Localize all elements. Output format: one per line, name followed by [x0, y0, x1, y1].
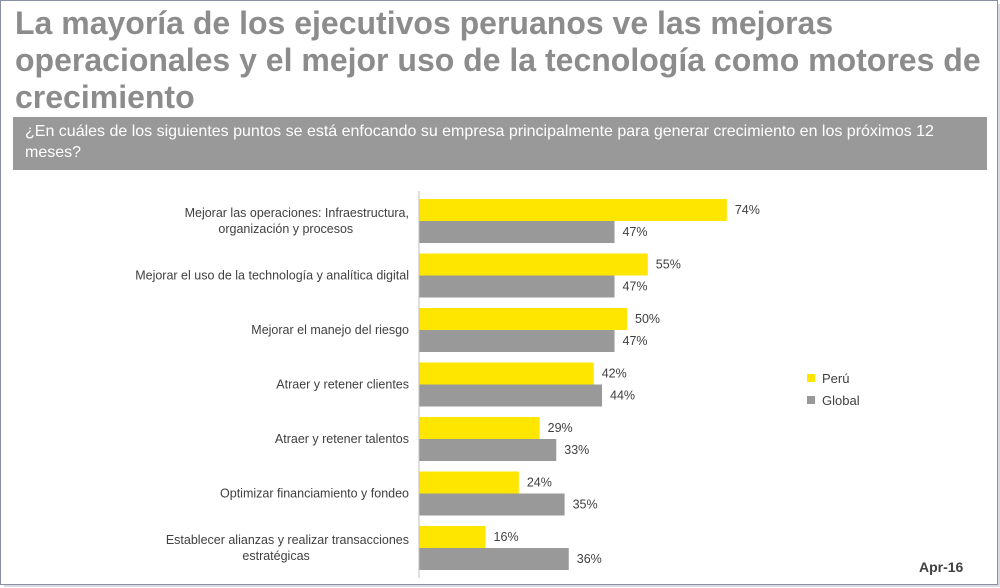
- value-label-global-0: 47%: [623, 225, 648, 239]
- legend-item-global: Global: [807, 389, 860, 411]
- bar-peru-6: [419, 526, 486, 548]
- bar-global-1: [419, 275, 615, 298]
- bar-peru-5: [419, 471, 519, 494]
- value-label-peru-4: 29%: [548, 421, 573, 435]
- bars-layer: [419, 199, 727, 570]
- category-label-6: Establecer alianzas y realizar transacci…: [166, 533, 409, 563]
- category-label-4: Atraer y retener talentos: [275, 432, 409, 446]
- category-label-0: Mejorar las operaciones: Infraestructura…: [185, 206, 409, 236]
- value-label-global-1: 47%: [623, 280, 648, 294]
- legend-swatch-global: [807, 396, 815, 404]
- value-label-peru-1: 55%: [656, 258, 681, 272]
- bar-peru-1: [419, 253, 648, 276]
- value-label-peru-6: 16%: [494, 530, 519, 544]
- value-labels: 74% 47% 55% 47% 50% 47% 42% 44% 29% 33% 24% 35% 16% 3…: [494, 203, 760, 566]
- bar-global-3: [419, 384, 603, 407]
- category-label-3: Atraer y retener clientes: [276, 378, 409, 392]
- slide-title: La mayoría de los ejecutivos peruanos ve…: [15, 5, 981, 115]
- value-label-peru-5: 24%: [527, 476, 552, 490]
- legend-item-peru: Perú: [807, 367, 860, 389]
- value-label-global-3: 44%: [610, 389, 635, 403]
- value-label-global-5: 35%: [573, 498, 598, 512]
- bar-peru-0: [419, 199, 727, 221]
- bar-global-6: [419, 548, 569, 570]
- date-label: Apr-16: [919, 559, 964, 575]
- value-label-global-2: 47%: [623, 334, 648, 348]
- value-label-global-6: 36%: [577, 552, 602, 566]
- question-text: ¿En cuáles de los siguientes puntos se e…: [25, 123, 934, 161]
- bar-peru-4: [419, 417, 540, 439]
- category-label-1: Mejorar el uso de la technología y analí…: [135, 269, 409, 283]
- bar-global-2: [419, 330, 615, 352]
- category-labels: Mejorar las operaciones: Infraestructura…: [135, 206, 409, 563]
- category-label-2: Mejorar el manejo del riesgo: [251, 323, 409, 337]
- question-band: ¿En cuáles de los siguientes puntos se e…: [13, 117, 987, 170]
- category-label-5: Optimizar financiamiento y fondeo: [220, 487, 409, 501]
- value-label-peru-0: 74%: [735, 203, 760, 217]
- bar-global-0: [419, 221, 615, 243]
- bar-global-4: [419, 439, 557, 461]
- bar-peru-2: [419, 308, 627, 330]
- value-label-peru-3: 42%: [602, 367, 627, 381]
- chart-legend: Perú Global: [807, 367, 860, 411]
- legend-label-peru: Perú: [822, 370, 850, 386]
- legend-label-global: Global: [822, 392, 860, 408]
- value-label-global-4: 33%: [564, 443, 589, 457]
- bar-global-5: [419, 493, 565, 516]
- bar-peru-3: [419, 362, 594, 385]
- legend-swatch-peru: [807, 374, 815, 382]
- value-label-peru-2: 50%: [635, 312, 660, 326]
